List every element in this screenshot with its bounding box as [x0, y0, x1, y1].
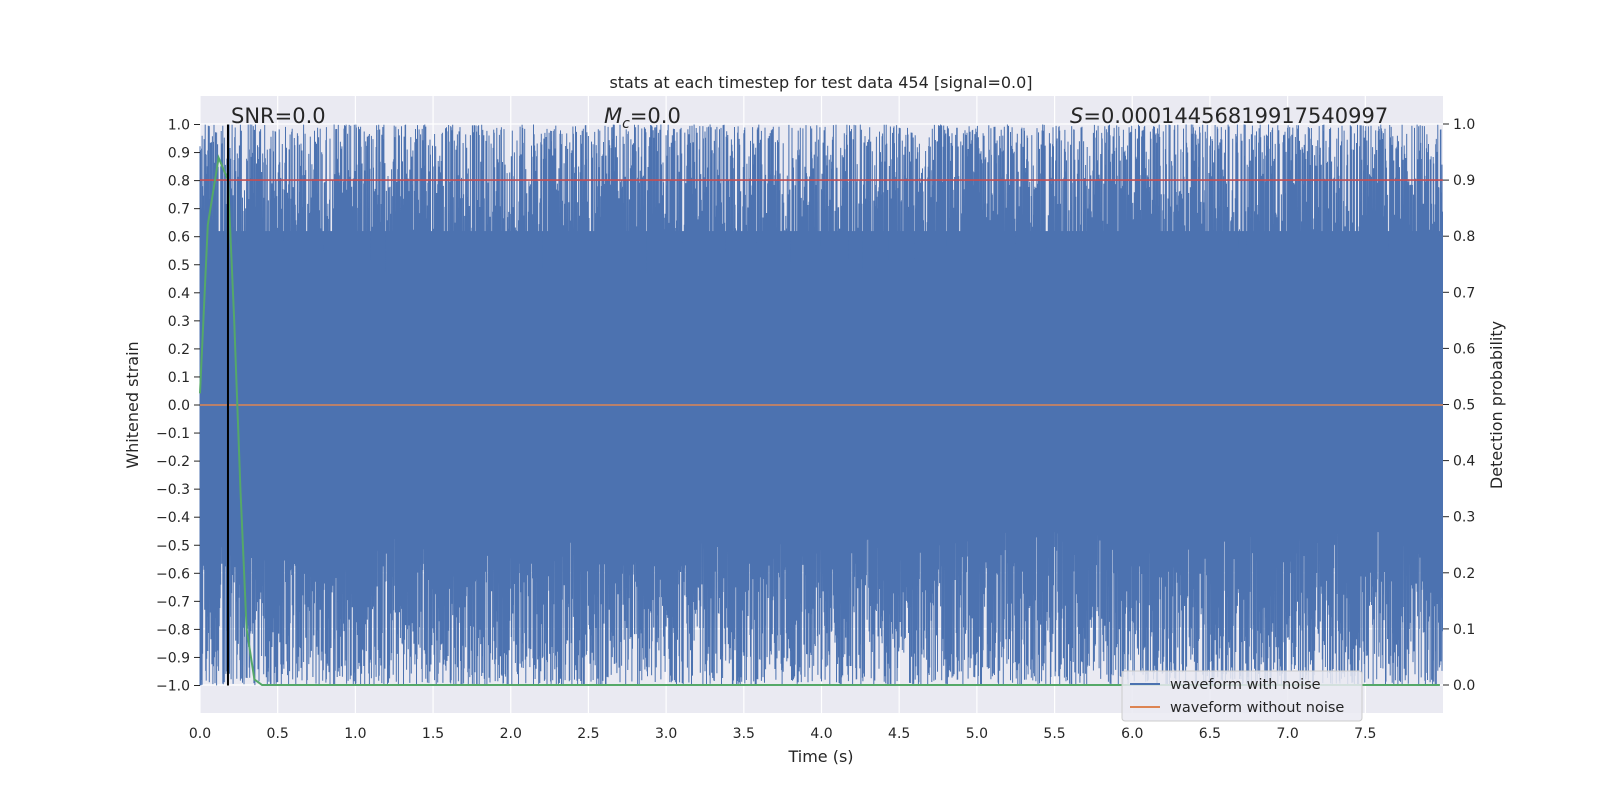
y-tick-label: −1.0	[156, 679, 190, 695]
x-tick-label: 7.0	[1276, 726, 1298, 742]
y2-tick-label: 0.1	[1453, 622, 1475, 638]
s-annotation: S=0.00014456819917540997	[1070, 104, 1388, 128]
y-tick-label: −0.5	[156, 538, 190, 554]
legend: waveform with noise waveform without noi…	[1121, 670, 1363, 722]
y-tick-label: 0.8	[168, 174, 190, 190]
chirp-mass-value: =0.0	[630, 104, 681, 128]
y2-tick-label: 0.6	[1453, 341, 1475, 357]
x-tick-label: 3.0	[655, 726, 677, 742]
y-tick-label: 1.0	[168, 118, 190, 134]
legend-box	[1121, 670, 1363, 722]
x-tick-label: 1.5	[422, 726, 444, 742]
y2-tick-label: 0.2	[1453, 566, 1475, 582]
x-tick-label: 2.5	[577, 726, 599, 742]
y2-tick-label: 1.0	[1453, 117, 1475, 133]
y2-tick-label: 0.7	[1453, 285, 1475, 301]
y-tick-label: −0.2	[156, 454, 190, 470]
x-tick-label: 6.0	[1121, 726, 1143, 742]
y-tick-label: 0.3	[168, 314, 190, 330]
y-tick-label: −0.7	[156, 594, 190, 610]
s-symbol: S	[1070, 104, 1083, 128]
x-tick-label: 4.5	[888, 726, 910, 742]
y-tick-label: 0.2	[168, 342, 190, 358]
waveform-with-noise-line	[199, 124, 1443, 686]
x-tick-label: 1.0	[344, 726, 366, 742]
x-tick-label: 2.0	[500, 726, 522, 742]
x-tick-label: 4.0	[810, 726, 832, 742]
detection-probability-line	[199, 154, 1440, 686]
chart-title: stats at each timestep for test data 454…	[609, 73, 1032, 92]
chirp-mass-annotation: Mc=0.0	[604, 104, 681, 132]
y-tick-label: −0.6	[156, 566, 190, 582]
snr-annotation: SNR=0.0	[231, 104, 326, 128]
y-tick-label: −0.8	[156, 622, 190, 638]
y2-tick-label: 0.9	[1453, 173, 1475, 189]
x-tick-label: 3.5	[733, 726, 755, 742]
y-tick-label: 0.9	[168, 146, 190, 162]
legend-label-clean: waveform without noise	[1170, 700, 1344, 716]
y2-axis-label: Detection probability	[1487, 321, 1506, 489]
legend-label-noise: waveform with noise	[1170, 677, 1321, 693]
y-tick-label: 0.0	[168, 398, 190, 414]
axis-ticks: 0.0 0.5 1.0 1.5 2.0 2.5 3.0 3.5 4.0 4.5 5.0 5.5 6.0 6…	[156, 117, 1475, 742]
x-tick-label: 0.0	[189, 726, 211, 742]
s-value: =0.00014456819917540997	[1083, 104, 1388, 128]
y2-tick-label: 0.4	[1453, 454, 1475, 470]
y-tick-label: −0.4	[156, 510, 190, 526]
y2-tick-label: 0.8	[1453, 229, 1475, 245]
y-tick-label: 0.6	[168, 230, 190, 246]
x-tick-label: 6.5	[1199, 726, 1221, 742]
y-tick-label: 0.5	[168, 258, 190, 274]
y-tick-label: 0.4	[168, 286, 190, 302]
x-tick-label: 0.5	[267, 726, 289, 742]
chirp-mass-symbol: M	[604, 104, 622, 128]
waveform-with-noise-series	[199, 124, 1443, 686]
y2-tick-label: 0.0	[1453, 678, 1475, 694]
y-tick-label: 0.7	[168, 202, 190, 218]
chirp-mass-subscript: c	[622, 116, 630, 132]
x-tick-label: 5.5	[1043, 726, 1065, 742]
overlay-series	[199, 124, 1443, 686]
y-tick-label: −0.1	[156, 426, 190, 442]
x-tick-label: 5.0	[966, 726, 988, 742]
y-tick-label: 0.1	[168, 370, 190, 386]
x-axis-label: Time (s)	[787, 747, 853, 766]
y2-tick-label: 0.5	[1453, 398, 1475, 414]
y2-tick-label: 0.3	[1453, 510, 1475, 526]
y-axis-label: Whitened strain	[123, 341, 142, 468]
x-tick-label: 7.5	[1354, 726, 1376, 742]
y-tick-label: −0.9	[156, 650, 190, 666]
y-tick-label: −0.3	[156, 482, 190, 498]
